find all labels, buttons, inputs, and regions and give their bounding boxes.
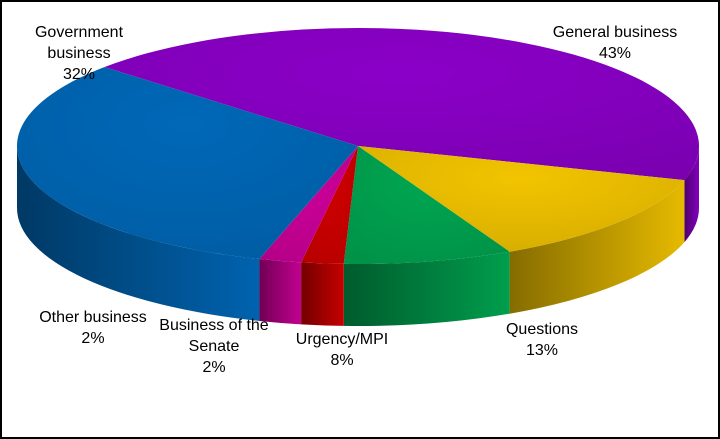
label-questions-value: 13% — [525, 342, 559, 359]
label-other-business-name: Other business — [39, 309, 147, 326]
pie-side-urgency-mpi — [343, 251, 510, 326]
label-general-business: General business 43% — [553, 22, 678, 64]
label-business-of-the-senate-name: Business of the Senate — [159, 317, 269, 355]
label-questions-name: Questions — [505, 321, 579, 338]
pie-slice-urgency-mpi — [343, 146, 510, 264]
label-other-business: Other business 2% — [39, 307, 147, 349]
label-other-business-value: 2% — [81, 330, 105, 347]
label-government-business: Government business 32% — [24, 22, 134, 85]
pie-side-general-business — [684, 146, 699, 243]
label-general-business-value: 43% — [598, 45, 632, 62]
label-urgency-mpi-name: Urgency/MPI — [295, 331, 389, 348]
pie-side-business-of-the-senate — [301, 262, 344, 326]
pie-slice-government-business — [16, 67, 359, 259]
label-business-of-the-senate: Business of the Senate 2% — [149, 315, 279, 378]
pie-slice-general-business — [104, 28, 699, 181]
pie-side-government-business — [17, 146, 260, 321]
label-urgency-mpi: Urgency/MPI 8% — [296, 329, 388, 371]
label-general-business-name: General business — [552, 24, 678, 41]
pie-side-questions — [509, 180, 685, 314]
pie-side-other-business — [259, 258, 302, 325]
label-business-of-the-senate-value: 2% — [202, 359, 226, 376]
label-government-business-value: 32% — [62, 66, 96, 83]
label-questions: Questions 13% — [506, 319, 578, 361]
pie-slice-other-business — [259, 146, 358, 263]
label-government-business-name: Government business — [34, 24, 124, 62]
pie-slice-questions — [358, 146, 685, 252]
label-urgency-mpi-value: 8% — [330, 352, 354, 369]
pie-slice-business-of-the-senate — [301, 146, 358, 264]
